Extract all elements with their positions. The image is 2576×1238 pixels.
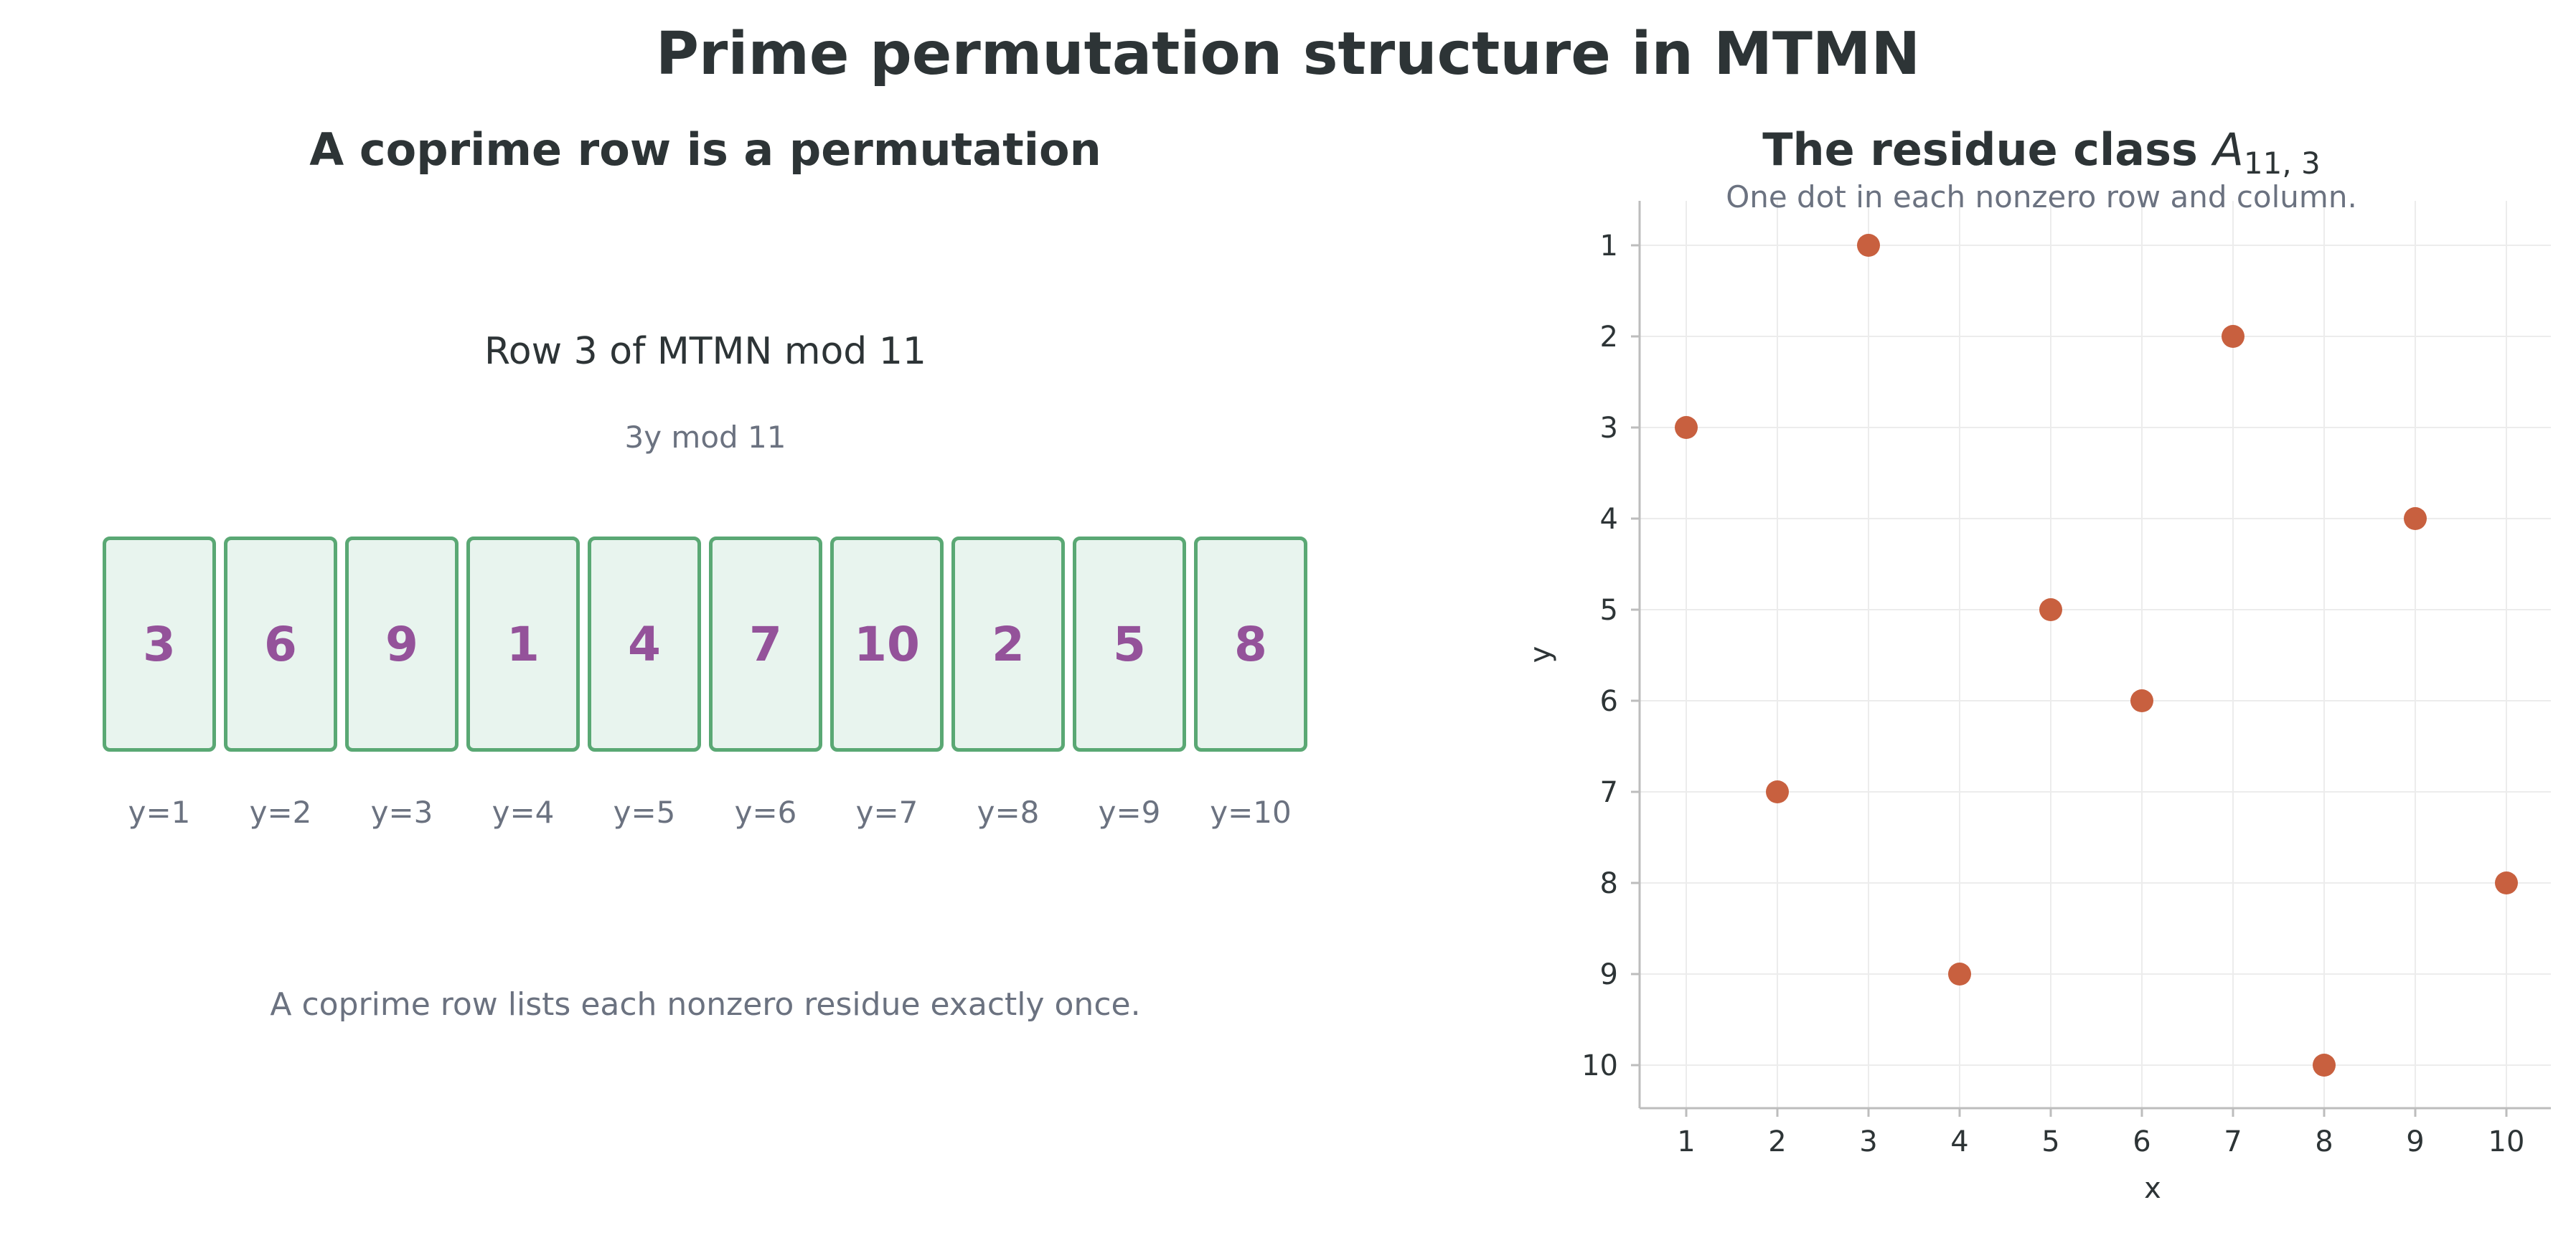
cell-index-label: y=9 xyxy=(1098,795,1161,830)
chart-title-symbol: A xyxy=(2213,123,2244,176)
x-tick-label: 5 xyxy=(2041,1125,2059,1158)
data-point xyxy=(2222,325,2244,348)
data-point xyxy=(1766,780,1789,803)
data-point xyxy=(2130,689,2153,712)
data-point xyxy=(1948,963,1971,986)
x-tick-label: 1 xyxy=(1677,1125,1695,1158)
x-tick-label: 6 xyxy=(2133,1125,2150,1158)
scatter-plot: 1 2 3 4 5 6 7 8 9 10 1 2 3 4 5 6 7 8 9 10 x y xyxy=(1524,201,2551,1205)
y-tick-label: 9 xyxy=(1600,958,1618,991)
main-title: Prime permutation structure in MTMN xyxy=(655,20,1921,88)
cell-index-label: y=2 xyxy=(249,795,312,830)
data-point xyxy=(2495,871,2518,894)
residue-cell: 1 xyxy=(466,537,580,752)
cell-index-label: y=8 xyxy=(977,795,1040,830)
y-tick-label: 7 xyxy=(1600,776,1618,809)
x-tick-label: 10 xyxy=(2488,1125,2525,1158)
residue-cell: 7 xyxy=(709,537,822,752)
residue-cell: 10 xyxy=(830,537,944,752)
x-tick-label: 4 xyxy=(1950,1125,1968,1158)
row-formula: 3y mod 11 xyxy=(624,420,786,455)
chart-title-prefix: The residue class xyxy=(1762,123,2214,176)
cell-index-label: y=10 xyxy=(1210,795,1292,830)
data-point xyxy=(1675,416,1698,439)
x-tick-label: 3 xyxy=(1859,1125,1877,1158)
cell-index-label: y=3 xyxy=(370,795,433,830)
x-tick-label: 9 xyxy=(2406,1125,2424,1158)
y-tick-label: 6 xyxy=(1600,685,1618,718)
y-tick-label: 3 xyxy=(1600,412,1618,445)
left-panel-title: A coprime row is a permutation xyxy=(309,123,1101,176)
data-point xyxy=(2404,507,2427,530)
cell-index-label: y=4 xyxy=(492,795,555,830)
residue-cell: 6 xyxy=(224,537,337,752)
x-tick-label: 7 xyxy=(2224,1125,2242,1158)
left-panel-note: A coprime row lists each nonzero residue… xyxy=(270,986,1141,1023)
data-point xyxy=(1857,234,1880,257)
chart-title-subscript: 11, 3 xyxy=(2243,146,2321,181)
x-tick-label: 2 xyxy=(1768,1125,1786,1158)
y-axis-label: y xyxy=(1524,646,1557,663)
residue-cell: 5 xyxy=(1073,537,1186,752)
y-tick-label: 4 xyxy=(1600,503,1618,536)
cell-index-label: y=7 xyxy=(855,795,918,830)
residue-cell: 4 xyxy=(588,537,701,752)
residue-cell: 8 xyxy=(1194,537,1307,752)
residue-cell: 9 xyxy=(345,537,459,752)
data-point xyxy=(2313,1054,2336,1077)
y-tick-label: 1 xyxy=(1600,230,1618,263)
row-heading: Row 3 of MTMN mod 11 xyxy=(484,330,927,373)
y-tick-label: 2 xyxy=(1600,321,1618,354)
chart-title: The residue class A11, 3 xyxy=(1507,123,2576,181)
residue-cell: 2 xyxy=(951,537,1065,752)
y-tick-label: 5 xyxy=(1600,594,1618,627)
cell-index-label: y=5 xyxy=(613,795,676,830)
cell-index-label: y=1 xyxy=(128,795,191,830)
data-point xyxy=(2039,598,2062,621)
residue-cell: 3 xyxy=(103,537,216,752)
cell-index-label: y=6 xyxy=(734,795,797,830)
chart-subtitle: One dot in each nonzero row and column. xyxy=(1726,179,2357,214)
x-tick-label: 8 xyxy=(2315,1125,2333,1158)
y-tick-label: 10 xyxy=(1581,1049,1618,1082)
x-axis-label: x xyxy=(2144,1172,2161,1205)
y-tick-label: 8 xyxy=(1600,867,1618,900)
